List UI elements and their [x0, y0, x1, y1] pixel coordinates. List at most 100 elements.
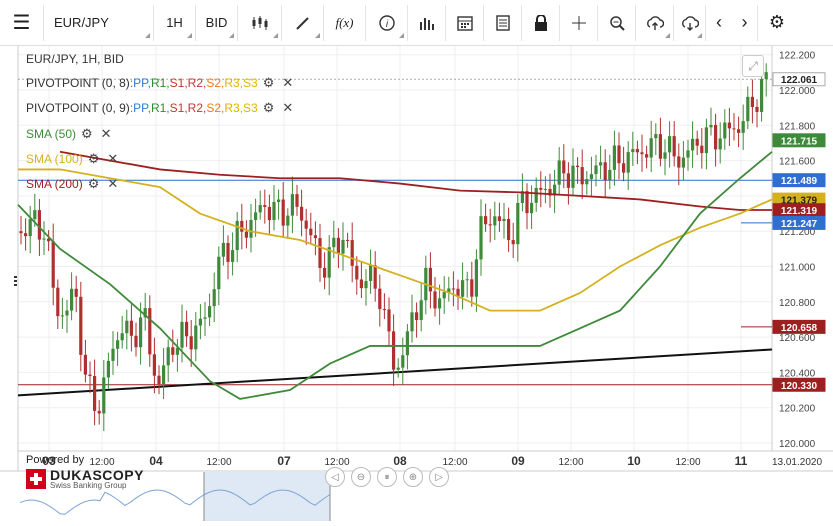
- candle-body: [336, 237, 340, 254]
- candle-body: [295, 194, 299, 207]
- candle-body: [447, 288, 451, 293]
- candle-body: [714, 124, 718, 150]
- candle-body: [401, 355, 405, 368]
- candle-body: [479, 216, 483, 260]
- timeframe-selector[interactable]: 1H: [154, 4, 196, 41]
- indicator-settings-icon[interactable]: ⚙: [87, 151, 100, 166]
- price-chart[interactable]: 122.200122.000121.800121.600121.400121.2…: [0, 46, 833, 521]
- calendar-icon[interactable]: [446, 4, 484, 41]
- indicator-remove-icon[interactable]: ✕: [107, 151, 119, 166]
- candle-body: [576, 165, 580, 168]
- scroll-left-icon[interactable]: ◁: [325, 467, 345, 487]
- news-icon[interactable]: [484, 4, 522, 41]
- candle-body: [83, 354, 87, 375]
- candle-body: [226, 242, 230, 262]
- indicator-remove-icon[interactable]: ✕: [282, 100, 294, 115]
- pivot-level-label: R2,: [187, 76, 207, 90]
- candle-body: [323, 267, 327, 278]
- sma-50-line: [17, 151, 773, 400]
- x-tick-label: 12:00: [89, 457, 114, 468]
- zoom-out-icon[interactable]: ⊖: [351, 467, 371, 487]
- y-tick-label: 121.000: [779, 263, 816, 274]
- indicator-legend-row[interactable]: PIVOTPOINT (0, 8) : PP, R1, S1, R2, S2, …: [26, 75, 293, 91]
- chart-area[interactable]: 122.200122.000121.800121.600121.400121.2…: [0, 46, 833, 521]
- price-tag-label: 121.319: [781, 206, 818, 217]
- candle-body: [152, 354, 156, 376]
- candle-body: [355, 265, 359, 280]
- candle-body: [626, 152, 630, 173]
- info-icon[interactable]: i: [366, 4, 408, 41]
- side-selector[interactable]: BID: [196, 4, 238, 41]
- candle-body: [327, 247, 331, 278]
- menu-icon[interactable]: ☰: [0, 4, 44, 41]
- candle-body: [258, 205, 262, 213]
- pivot-level-label: R3,: [224, 101, 244, 115]
- candle-body: [162, 365, 166, 384]
- navigation-controls: ◁ ⊖ ⏸ ⊕ ▷: [325, 467, 449, 487]
- candle-body: [635, 149, 639, 153]
- sma-200-line: [59, 150, 772, 211]
- candle-body: [212, 289, 216, 307]
- candle-body: [290, 194, 294, 216]
- candle-body: [617, 145, 621, 164]
- candle-body: [410, 312, 414, 332]
- candle-body: [433, 291, 437, 309]
- candle-body: [139, 317, 143, 348]
- settings-gear-icon[interactable]: ⚙: [768, 12, 786, 32]
- indicator-settings-icon[interactable]: ⚙: [87, 176, 100, 191]
- indicator-remove-icon[interactable]: ✕: [107, 176, 119, 191]
- candle-body: [231, 250, 235, 262]
- candle-body: [691, 138, 695, 151]
- reset-view-icon[interactable]: ⏸: [377, 467, 397, 487]
- upload-icon[interactable]: [636, 4, 674, 41]
- x-tick-label: 12:00: [442, 457, 467, 468]
- pivot-level-label: PP,: [133, 76, 151, 90]
- chevron-right-icon[interactable]: ›: [732, 4, 758, 41]
- indicator-legend-row[interactable]: SMA (50) ⚙ ✕: [26, 126, 112, 142]
- crosshair-icon[interactable]: [560, 4, 598, 41]
- download-icon[interactable]: [674, 4, 706, 41]
- candle-body: [350, 240, 354, 266]
- x-tick-label: 10: [627, 454, 641, 468]
- candle-body: [313, 235, 317, 239]
- timeframe-label: 1H: [166, 15, 183, 30]
- symbol-selector[interactable]: EUR/JPY: [44, 4, 154, 41]
- candle-body: [198, 318, 202, 326]
- indicator-name: PIVOTPOINT (0, 9): [26, 101, 130, 115]
- price-tag-label: 121.489: [781, 176, 818, 187]
- indicator-settings-icon[interactable]: ⚙: [262, 75, 275, 90]
- volume-icon[interactable]: [408, 4, 446, 41]
- price-tag: [772, 377, 826, 392]
- scroll-right-icon[interactable]: ▷: [429, 467, 449, 487]
- candle-body: [378, 288, 382, 310]
- candle-body: [116, 340, 120, 349]
- chevron-left-icon[interactable]: ‹: [716, 12, 722, 32]
- candle-body: [681, 157, 685, 168]
- chart-header: EUR/JPY, 1H, BID: [26, 52, 124, 66]
- indicator-legend-row[interactable]: PIVOTPOINT (0, 9) : PP, R1, S1, R2, S2, …: [26, 100, 293, 116]
- candle-body: [373, 265, 377, 289]
- candle-body: [369, 265, 373, 282]
- zoom-icon[interactable]: [598, 4, 636, 41]
- candle-body: [470, 279, 474, 297]
- zoom-in-icon[interactable]: ⊕: [403, 467, 423, 487]
- indicator-legend-row[interactable]: SMA (100) ⚙ ✕: [26, 151, 118, 167]
- price-tag: [772, 133, 826, 148]
- indicator-remove-icon[interactable]: ✕: [282, 75, 294, 90]
- indicator-settings-icon[interactable]: ⚙: [81, 126, 93, 141]
- expand-icon[interactable]: ⤢: [742, 55, 764, 77]
- indicator-remove-icon[interactable]: ✕: [100, 126, 112, 141]
- candle-body: [493, 216, 497, 226]
- candle-body: [134, 335, 138, 348]
- candle-body: [387, 309, 391, 332]
- draw-tool-icon[interactable]: [282, 4, 324, 41]
- chart-type-icon[interactable]: [238, 4, 282, 41]
- function-icon[interactable]: f(x): [324, 4, 366, 41]
- indicator-settings-icon[interactable]: ⚙: [262, 100, 275, 115]
- indicator-legend-row[interactable]: SMA (200) ⚙ ✕: [26, 176, 118, 192]
- resize-handle: [14, 280, 17, 282]
- lock-icon[interactable]: [522, 4, 560, 41]
- candle-body: [474, 259, 478, 297]
- candle-body: [461, 280, 465, 297]
- candle-body: [405, 331, 409, 356]
